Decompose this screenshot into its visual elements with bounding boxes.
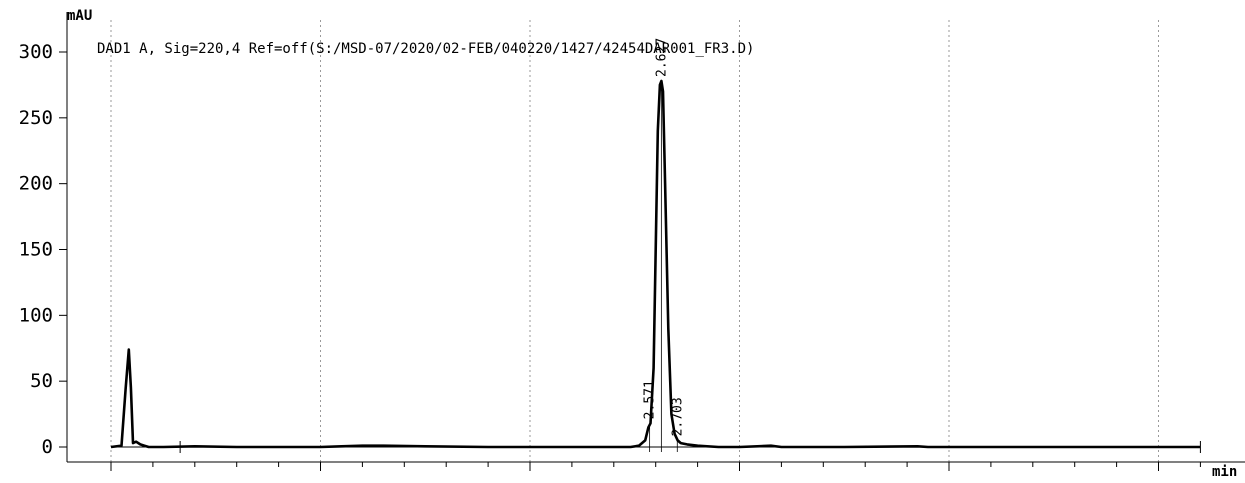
y-tick-label: 150 [19,239,53,261]
y-tick-label: 100 [19,304,53,326]
peak-label: 2.571 [643,380,658,419]
y-axis-unit: mAU [67,8,92,24]
x-ticks [110,462,1201,471]
y-tick-label: 50 [30,370,53,392]
y-tick-label: 200 [19,173,53,195]
signal-label: DAD1 A, Sig=220,4 Ref=off(S:/MSD-07/2020… [97,41,754,57]
y-tick-label: 0 [42,436,53,458]
series [110,79,1201,453]
y-ticks: 0 50 100 150 200 250 300 [19,41,67,458]
peak-label: 2.703 [670,397,685,436]
y-tick-label: 250 [19,107,53,129]
y-tick-label: 300 [19,41,53,63]
x-axis-unit: min [1212,464,1237,480]
peak-labels: 2.571 2.627 2.703 [643,38,685,452]
grid-lines [110,20,1159,462]
chromatogram-trace [110,79,1201,449]
peak-label: 2.627 [654,38,669,77]
